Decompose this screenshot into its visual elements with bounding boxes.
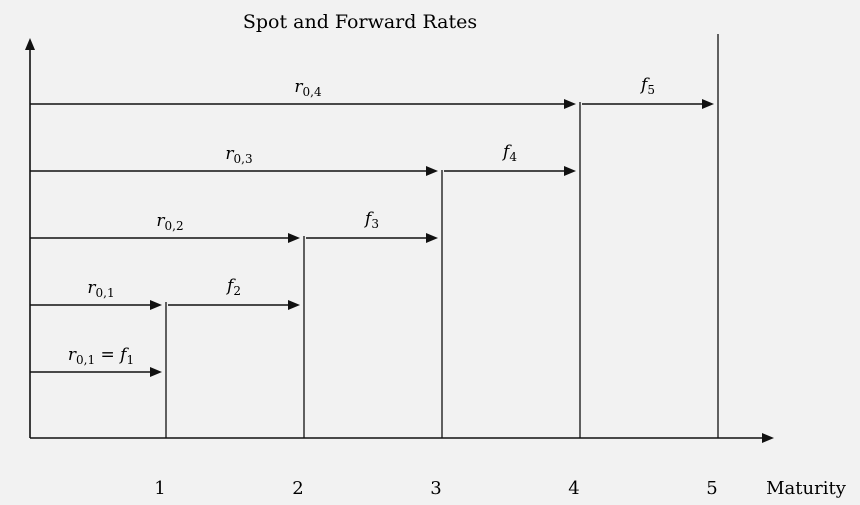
- forward-rate-label-3: f3: [363, 209, 379, 231]
- spot-rate-label-5: r0,4: [294, 77, 322, 99]
- forward-arrow-5-head: [702, 99, 714, 109]
- spot-rate-label-2: r0,1: [87, 278, 114, 300]
- spot-arrow-4-head: [426, 166, 438, 176]
- rate-row-4: r0,3 f4: [30, 142, 576, 176]
- rate-row-5: r0,4 f5: [30, 75, 714, 109]
- spot-arrow-1-head: [150, 367, 162, 377]
- y-axis-arrowhead: [25, 38, 35, 50]
- x-tick-label-2: 2: [292, 478, 303, 499]
- spot-arrow-2-head: [150, 300, 162, 310]
- forward-arrow-3-head: [426, 233, 438, 243]
- x-tick-label-4: 4: [568, 478, 579, 499]
- spot-arrow-3-head: [288, 233, 300, 243]
- rate-row-1: r0,1 = f1: [30, 345, 162, 377]
- rate-arrows: r0,1 = f1 r0,1 f2 r0,2 f3 r0,3 f4 r0,4 f5: [30, 75, 714, 377]
- forward-arrow-2-head: [288, 300, 300, 310]
- spot-arrow-5-head: [564, 99, 576, 109]
- rate-row-3: r0,2 f3: [30, 209, 438, 243]
- x-tick-label-3: 3: [430, 478, 441, 499]
- spot-rate-label-4: r0,3: [225, 144, 252, 166]
- spot-rate-label-3: r0,2: [156, 211, 183, 233]
- forward-rate-label-5: f5: [639, 75, 655, 97]
- x-tick-labels: 1 2 3 4 5: [154, 478, 717, 499]
- x-tick-label-1: 1: [154, 478, 165, 499]
- maturity-lines: [165, 34, 719, 438]
- x-axis-label: Maturity: [766, 478, 847, 499]
- rate-row-2: r0,1 f2: [30, 276, 300, 310]
- diagram-title: Spot and Forward Rates: [243, 11, 477, 33]
- spot-rate-label-1: r0,1 = f1: [68, 345, 134, 367]
- forward-rate-label-2: f2: [225, 276, 241, 298]
- x-tick-label-5: 5: [706, 478, 717, 499]
- x-axis-arrowhead: [762, 433, 774, 443]
- forward-rate-label-4: f4: [501, 142, 517, 164]
- forward-arrow-4-head: [564, 166, 576, 176]
